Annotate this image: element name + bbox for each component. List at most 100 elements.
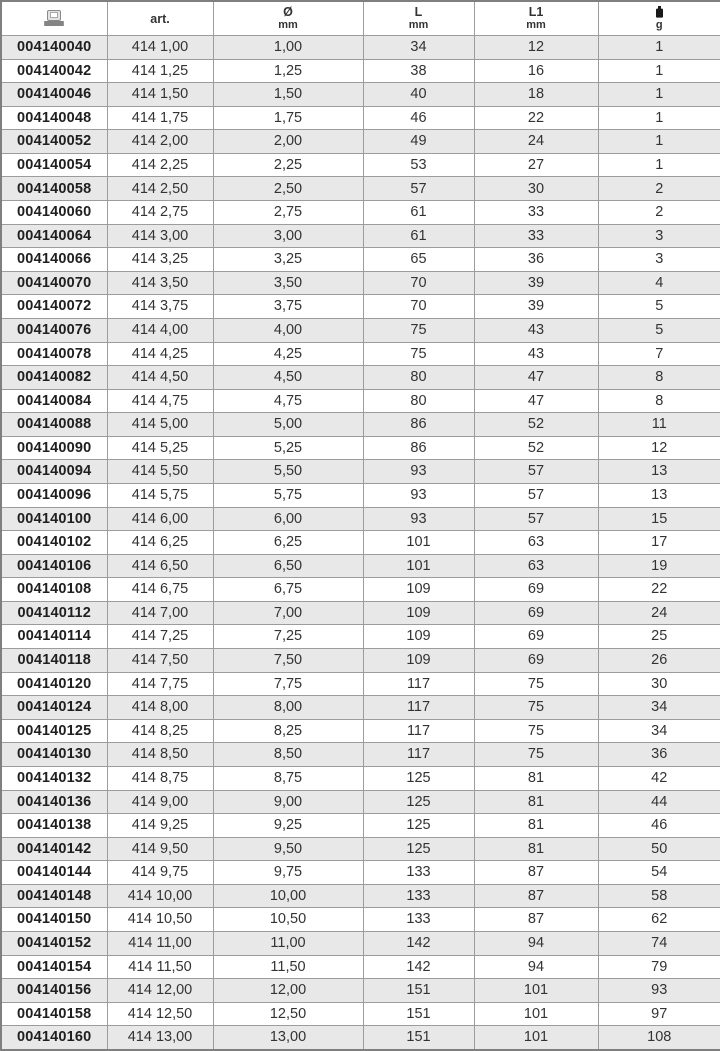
- cell-length1: 39: [473, 294, 599, 319]
- cell-weight: 13: [597, 459, 720, 484]
- cell-length: 109: [362, 624, 475, 650]
- table-row: 004140158 414 12,50 12,50 151 101 97: [0, 1001, 720, 1027]
- cell-length1: 94: [473, 954, 599, 980]
- cell-length1: 101: [473, 1001, 599, 1027]
- cell-length1: 94: [473, 930, 599, 956]
- cell-ean: 004140066: [0, 247, 108, 272]
- table-row: 004140148 414 10,00 10,00 133 87 58: [0, 883, 720, 909]
- table-row: 004140076 414 4,00 4,00 75 43 5: [0, 317, 720, 343]
- table-row: 004140120 414 7,75 7,75 117 75 30: [0, 671, 720, 697]
- cell-ean: 004140132: [0, 765, 108, 791]
- table-row: 004140054 414 2,25 2,25 53 27 1: [0, 152, 720, 178]
- cell-length1: 47: [473, 365, 599, 390]
- cell-art: 414 9,00: [106, 789, 214, 815]
- cell-length1: 81: [473, 789, 599, 815]
- cell-length: 117: [362, 671, 475, 697]
- cell-length: 117: [362, 695, 475, 720]
- cell-art: 414 1,75: [106, 105, 214, 131]
- cell-length1: 101: [473, 1025, 599, 1051]
- cell-length1: 57: [473, 459, 599, 484]
- cell-length: 125: [362, 789, 475, 815]
- cell-ean: 004140120: [0, 671, 108, 697]
- cell-diameter: 4,75: [212, 388, 364, 414]
- table-row: 004140152 414 11,00 11,00 142 94 74: [0, 930, 720, 956]
- cell-length1: 101: [473, 978, 599, 1003]
- cell-ean: 004140102: [0, 530, 108, 555]
- cell-diameter: 2,25: [212, 152, 364, 178]
- art-header-label: art.: [150, 11, 170, 26]
- table-row: 004140108 414 6,75 6,75 109 69 22: [0, 577, 720, 602]
- cell-weight: 17: [597, 530, 720, 555]
- cell-art: 414 1,25: [106, 58, 214, 84]
- cell-diameter: 2,50: [212, 176, 364, 202]
- cell-weight: 7: [597, 341, 720, 367]
- length1-header-unit: mm: [526, 19, 546, 31]
- cell-length: 101: [362, 530, 475, 555]
- cell-length: 75: [362, 341, 475, 367]
- cell-length1: 33: [473, 223, 599, 249]
- cell-ean: 004140144: [0, 860, 108, 885]
- cell-length1: 75: [473, 695, 599, 720]
- table-row: 004140070 414 3,50 3,50 70 39 4: [0, 270, 720, 296]
- table-row: 004140072 414 3,75 3,75 70 39 5: [0, 294, 720, 319]
- cell-weight: 5: [597, 294, 720, 319]
- cell-length: 70: [362, 270, 475, 296]
- cell-art: 414 1,50: [106, 82, 214, 107]
- cell-length: 142: [362, 930, 475, 956]
- cell-weight: 1: [597, 58, 720, 84]
- cell-ean: 004140096: [0, 482, 108, 508]
- cell-diameter: 1,75: [212, 105, 364, 131]
- cell-weight: 19: [597, 553, 720, 579]
- cell-weight: 3: [597, 247, 720, 272]
- cell-length: 86: [362, 412, 475, 437]
- length-header-unit: mm: [408, 19, 429, 31]
- cell-length: 49: [362, 129, 475, 154]
- table-row: 004140060 414 2,75 2,75 61 33 2: [0, 200, 720, 225]
- table-row: 004140082 414 4,50 4,50 80 47 8: [0, 365, 720, 390]
- col-header-diameter: Ø mm: [212, 0, 364, 36]
- cell-length1: 69: [473, 624, 599, 650]
- cell-weight: 2: [597, 176, 720, 202]
- cell-ean: 004140125: [0, 718, 108, 744]
- cell-length: 93: [362, 506, 475, 532]
- table-row: 004140114 414 7,25 7,25 109 69 25: [0, 624, 720, 650]
- cell-weight: 15: [597, 506, 720, 532]
- cell-length: 125: [362, 813, 475, 838]
- cell-weight: 4: [597, 270, 720, 296]
- table-row: 004140066 414 3,25 3,25 65 36 3: [0, 247, 720, 272]
- cell-length1: 87: [473, 907, 599, 932]
- cell-length1: 12: [473, 35, 599, 60]
- cell-art: 414 3,25: [106, 247, 214, 272]
- cell-art: 414 12,00: [106, 978, 214, 1003]
- cell-art: 414 9,25: [106, 813, 214, 838]
- cell-weight: 1: [597, 129, 720, 154]
- cell-length: 70: [362, 294, 475, 319]
- cell-length: 109: [362, 600, 475, 626]
- cell-art: 414 6,25: [106, 530, 214, 555]
- cell-ean: 004140108: [0, 577, 108, 602]
- cell-ean: 004140160: [0, 1025, 108, 1051]
- cell-diameter: 3,00: [212, 223, 364, 249]
- cell-weight: 36: [597, 742, 720, 767]
- table-row: 004140078 414 4,25 4,25 75 43 7: [0, 341, 720, 367]
- cell-ean: 004140152: [0, 930, 108, 956]
- cell-weight: 93: [597, 978, 720, 1003]
- cell-length1: 43: [473, 317, 599, 343]
- cell-diameter: 5,25: [212, 435, 364, 461]
- cell-length1: 52: [473, 435, 599, 461]
- cell-length: 133: [362, 907, 475, 932]
- table-row: 004140136 414 9,00 9,00 125 81 44: [0, 789, 720, 815]
- cell-diameter: 3,75: [212, 294, 364, 319]
- table-row: 004140118 414 7,50 7,50 109 69 26: [0, 648, 720, 673]
- cell-ean: 004140106: [0, 553, 108, 579]
- cell-length: 57: [362, 176, 475, 202]
- cell-ean: 004140100: [0, 506, 108, 532]
- cell-diameter: 5,75: [212, 482, 364, 508]
- cell-diameter: 5,00: [212, 412, 364, 437]
- cell-weight: 46: [597, 813, 720, 838]
- cell-art: 414 5,75: [106, 482, 214, 508]
- cell-length1: 22: [473, 105, 599, 131]
- table-row: 004140102 414 6,25 6,25 101 63 17: [0, 530, 720, 555]
- cell-weight: 54: [597, 860, 720, 885]
- cell-art: 414 9,50: [106, 836, 214, 862]
